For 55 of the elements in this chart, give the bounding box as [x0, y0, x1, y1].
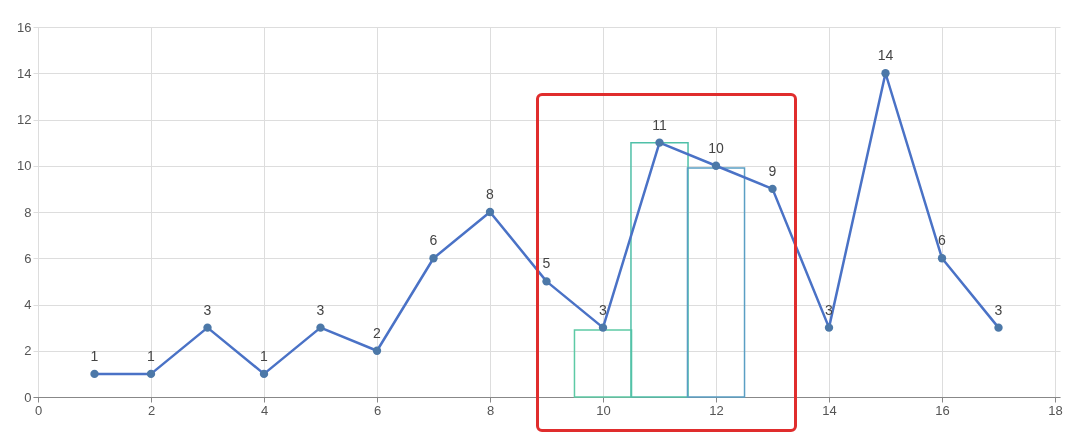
point	[429, 254, 438, 263]
data-label: 9	[768, 162, 777, 179]
y-tick-label: 10	[17, 158, 32, 174]
point	[90, 369, 99, 379]
data-label: 2	[373, 324, 382, 341]
point	[655, 138, 664, 147]
data-label: 3	[203, 301, 212, 318]
x-tick-label: 8	[486, 402, 495, 418]
data-label: 8	[486, 186, 495, 202]
point	[598, 323, 608, 332]
data-label: 3	[994, 301, 1003, 318]
point	[316, 323, 325, 332]
y-tick-label: 16	[17, 19, 32, 35]
point	[824, 323, 834, 332]
point	[485, 207, 495, 217]
data-label: 3	[316, 301, 325, 318]
y-tick-label: 4	[24, 297, 32, 312]
y-tick-label: 6	[24, 250, 32, 266]
data-label: 6	[429, 232, 438, 249]
data-label: 1	[90, 347, 99, 364]
x-tick-label: 10	[596, 402, 611, 418]
point	[542, 277, 551, 286]
data-label: 14	[877, 47, 894, 64]
point	[994, 323, 1003, 332]
bar	[630, 141, 689, 398]
point	[259, 369, 269, 379]
x-tick-label: 18	[1048, 402, 1063, 418]
data-label: 3	[599, 301, 608, 318]
x-tick-label: 2	[147, 402, 156, 418]
data-label: 11	[652, 116, 667, 133]
y-tick-label: 2	[24, 343, 32, 359]
data-label: 1	[147, 347, 156, 364]
data-label: 1	[260, 347, 269, 364]
x-tick-label: 6	[373, 402, 382, 418]
y-tick-label: 0	[24, 389, 32, 405]
point	[937, 254, 947, 263]
x-tick-label: 4	[260, 402, 269, 418]
point	[146, 369, 156, 379]
x-tick-label: 12	[709, 402, 724, 418]
point	[711, 161, 721, 170]
y-tick-label: 8	[24, 204, 32, 220]
point	[372, 346, 382, 355]
point	[881, 69, 890, 78]
x-tick-label: 16	[935, 402, 950, 418]
x-tick-label: 0	[34, 402, 43, 418]
x-tick-label: 14	[822, 402, 837, 418]
y-tick-label: 12	[17, 112, 32, 127]
point	[768, 184, 777, 194]
y-tick-label: 14	[17, 65, 32, 81]
point	[203, 323, 212, 332]
data-label: 6	[938, 232, 947, 249]
data-label: 5	[542, 255, 551, 272]
bar	[686, 167, 746, 398]
data-label: 10	[708, 139, 724, 156]
data-label: 3	[825, 301, 834, 318]
